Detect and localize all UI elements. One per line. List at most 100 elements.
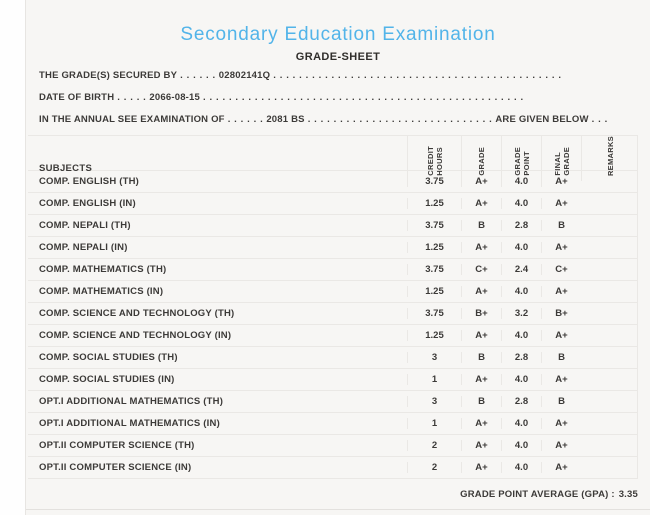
cell-final-grade: B+	[541, 308, 581, 319]
cell-credit-hours: 1	[407, 418, 461, 429]
candidate-info-block: THE GRADE(S) SECURED BY. . . . . . 028021…	[26, 71, 650, 125]
info-line-secured-by: THE GRADE(S) SECURED BY. . . . . . 028021…	[26, 71, 650, 81]
table-row: COMP. MATHEMATICS (IN) 1.25 A+ 4.0 A+	[28, 281, 638, 303]
cell-final-grade: B	[541, 396, 581, 407]
info-suffix: ARE GIVEN BELOW	[495, 115, 589, 125]
cell-grade: B	[461, 352, 501, 363]
cell-credit-hours: 1.25	[407, 330, 461, 341]
cell-subject: COMP. NEPALI (TH)	[39, 220, 131, 231]
cell-grade: A+	[461, 374, 501, 385]
table-row: COMP. NEPALI (IN) 1.25 A+ 4.0 A+	[28, 237, 638, 259]
symbol-number-value: 02802141Q	[218, 71, 271, 81]
cell-grade: A+	[461, 286, 501, 297]
info-line-exam-year: IN THE ANNUAL SEE EXAMINATION OF. . . . …	[26, 115, 650, 125]
cell-credit-hours: 1.25	[407, 242, 461, 253]
cell-credit-hours: 2	[407, 440, 461, 451]
cell-final-grade: A+	[541, 176, 581, 187]
cell-credit-hours: 3.75	[407, 308, 461, 319]
info-label: THE GRADE(S) SECURED BY	[39, 71, 178, 81]
cell-grade: B	[461, 220, 501, 231]
cell-grade-point: 4.0	[501, 462, 541, 473]
cell-grade-point: 2.8	[501, 220, 541, 231]
dot-leader: . . . . . .	[180, 71, 216, 81]
cell-grade-point: 3.2	[501, 308, 541, 319]
cell-grade-point: 4.0	[501, 198, 541, 209]
cell-credit-hours: 1.25	[407, 198, 461, 209]
table-row: COMP. SCIENCE AND TECHNOLOGY (TH) 3.75 B…	[28, 303, 638, 325]
page-subtitle: GRADE-SHEET	[295, 51, 381, 63]
grade-table-header: SUBJECTS CREDIT HOURS GRADE GRADE POINT …	[28, 136, 638, 182]
grade-table-body: COMP. ENGLISH (TH) 3.75 A+ 4.0 A+ COMP. …	[28, 171, 638, 479]
col-header-grade: GRADE	[461, 136, 501, 182]
cell-subject: COMP. ENGLISH (TH)	[39, 176, 140, 187]
cell-credit-hours: 1.25	[407, 286, 461, 297]
cell-final-grade: A+	[541, 242, 581, 253]
cell-grade: B	[461, 396, 501, 407]
cell-subject: OPT.I ADDITIONAL MATHEMATICS (IN)	[39, 418, 220, 429]
cell-grade: A+	[461, 418, 501, 429]
gpa-value: 3.35	[618, 488, 638, 500]
cell-subject: OPT.II COMPUTER SCIENCE (TH)	[39, 440, 195, 451]
cell-grade-point: 4.0	[501, 330, 541, 341]
cell-subject: OPT.II COMPUTER SCIENCE (IN)	[39, 462, 192, 473]
info-label: IN THE ANNUAL SEE EXAMINATION OF	[39, 115, 225, 125]
table-row: COMP. ENGLISH (TH) 3.75 A+ 4.0 A+	[28, 171, 638, 193]
table-row: COMP. SCIENCE AND TECHNOLOGY (IN) 1.25 A…	[28, 325, 638, 347]
gpa-label: GRADE POINT AVERAGE (GPA) :	[460, 488, 615, 500]
cell-grade-point: 4.0	[501, 242, 541, 253]
cell-grade: A+	[461, 330, 501, 341]
cell-final-grade: B	[541, 220, 581, 231]
table-row: OPT.I ADDITIONAL MATHEMATICS (TH) 3 B 2.…	[28, 391, 638, 413]
bottom-divider	[26, 509, 650, 510]
col-header-final-grade: FINAL GRADE	[541, 136, 581, 182]
cell-grade: B+	[461, 308, 501, 319]
table-row: OPT.II COMPUTER SCIENCE (IN) 2 A+ 4.0 A+	[28, 457, 638, 479]
exam-year-value: 2081 BS	[266, 115, 305, 125]
cell-final-grade: A+	[541, 330, 581, 341]
cell-grade: C+	[461, 264, 501, 275]
page-title: Secondary Education Examination	[180, 24, 496, 45]
col-header-credit-hours: CREDIT HOURS	[407, 136, 461, 182]
dot-suffix-trailer: . . .	[591, 115, 608, 125]
cell-final-grade: B	[541, 352, 581, 363]
cell-grade-point: 4.0	[501, 440, 541, 451]
cell-grade-point: 2.4	[501, 264, 541, 275]
dot-leader: . . . . .	[117, 93, 147, 103]
cell-grade: A+	[461, 176, 501, 187]
cell-grade-point: 2.8	[501, 396, 541, 407]
cell-subject: COMP. SCIENCE AND TECHNOLOGY (TH)	[39, 308, 235, 319]
dot-leader: . . . . . .	[227, 115, 264, 125]
grade-table: SUBJECTS CREDIT HOURS GRADE GRADE POINT …	[28, 135, 638, 479]
cell-credit-hours: 3.75	[407, 220, 461, 231]
date-of-birth-value: 2066-08-15	[149, 93, 201, 103]
info-line-date-of-birth: DATE OF BIRTH. . . . . 2066-08-15. . . . …	[26, 93, 650, 103]
cell-grade-point: 4.0	[501, 286, 541, 297]
table-row: COMP. SOCIAL STUDIES (TH) 3 B 2.8 B	[28, 347, 638, 369]
gpa-row: GRADE POINT AVERAGE (GPA) : 3.35	[28, 479, 638, 509]
cell-subject: COMP. MATHEMATICS (TH)	[39, 264, 167, 275]
cell-subject: COMP. SOCIAL STUDIES (TH)	[39, 352, 178, 363]
col-header-grade-point: GRADE POINT	[501, 136, 541, 182]
dot-trailer: . . . . . . . . . . . . . . . . . . . . …	[273, 71, 562, 81]
cell-subject: OPT.I ADDITIONAL MATHEMATICS (TH)	[39, 396, 224, 407]
cell-credit-hours: 3	[407, 396, 461, 407]
cell-grade: A+	[461, 440, 501, 451]
cell-subject: COMP. SOCIAL STUDIES (IN)	[39, 374, 175, 385]
cell-final-grade: A+	[541, 198, 581, 209]
cell-subject: COMP. ENGLISH (IN)	[39, 198, 136, 209]
cell-grade: A+	[461, 198, 501, 209]
cell-credit-hours: 2	[407, 462, 461, 473]
table-row: COMP. SOCIAL STUDIES (IN) 1 A+ 4.0 A+	[28, 369, 638, 391]
table-row: COMP. MATHEMATICS (TH) 3.75 C+ 2.4 C+	[28, 259, 638, 281]
table-row: OPT.II COMPUTER SCIENCE (TH) 2 A+ 4.0 A+	[28, 435, 638, 457]
cell-final-grade: A+	[541, 418, 581, 429]
cell-final-grade: C+	[541, 264, 581, 275]
cell-grade: A+	[461, 242, 501, 253]
dot-trailer: . . . . . . . . . . . . . . . . . . . . …	[307, 115, 493, 125]
grade-sheet-page: Secondary Education Examination GRADE-SH…	[25, 0, 650, 515]
cell-subject: COMP. MATHEMATICS (IN)	[39, 286, 164, 297]
cell-grade-point: 4.0	[501, 374, 541, 385]
cell-final-grade: A+	[541, 462, 581, 473]
cell-credit-hours: 3.75	[407, 264, 461, 275]
